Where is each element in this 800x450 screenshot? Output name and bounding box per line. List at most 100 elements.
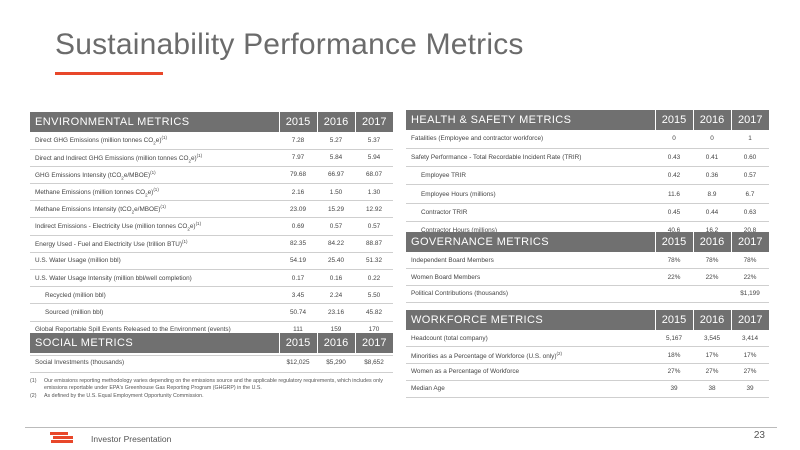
value-cell: 3,414 <box>731 330 769 348</box>
workforce-metrics-table: WORKFORCE METRICS 2015 2016 2017 Headcou… <box>406 310 769 398</box>
row-label: Methane Emissions Intensity (tCO2e/MBOE)… <box>30 200 279 219</box>
value-cell: $1,199 <box>731 285 769 303</box>
table-header: WORKFORCE METRICS 2015 2016 2017 <box>406 310 769 330</box>
row-label: Employee Hours (millions) <box>406 184 655 204</box>
table-row: Contractor TRIR 0.45 0.44 0.63 <box>406 203 769 222</box>
table-row: Indirect Emissions - Electricity Use (mi… <box>30 217 393 236</box>
table-row: GHG Emissions Intensity (tCO2e/MBOE)(1) 7… <box>30 166 393 185</box>
environmental-metrics-table: ENVIRONMENTAL METRICS 2015 2016 2017 Dir… <box>30 112 393 356</box>
value-cell: 51.32 <box>355 252 393 271</box>
year-header: 2016 <box>316 112 355 132</box>
value-cell: 0 <box>693 130 731 149</box>
value-cell: 0 <box>655 130 693 149</box>
row-label: Sourced (million bbl) <box>30 303 279 322</box>
value-cell: 23.09 <box>279 200 317 219</box>
row-label: Political Contributions (thousands) <box>406 285 655 303</box>
value-cell: 5.37 <box>355 132 393 150</box>
table-row: U.S. Water Usage Intensity (million bbl/… <box>30 269 393 288</box>
value-cell: 38 <box>693 380 731 398</box>
value-cell: 0.17 <box>279 269 317 288</box>
table-row: Women as a Percentage of Workforce 27% 27%… <box>406 363 769 381</box>
table-row: Social Investments (thousands) $12,025 $5,… <box>30 353 393 373</box>
footnote-text: Our emissions reporting methodology vari… <box>44 378 383 391</box>
value-cell: 27% <box>655 363 693 381</box>
row-label: Indirect Emissions - Electricity Use (mi… <box>30 217 279 236</box>
row-label: Employee TRIR <box>406 166 655 186</box>
row-label: Direct GHG Emissions (million tonnes CO2… <box>30 132 279 150</box>
value-cell: 1.50 <box>317 183 355 202</box>
value-cell: 0.57 <box>355 217 393 236</box>
value-cell: 8.9 <box>693 184 731 204</box>
value-cell: 7.28 <box>279 132 317 150</box>
footer-divider <box>25 427 777 428</box>
value-cell: 0.57 <box>731 166 769 186</box>
table-row: Safety Performance - Total Recordable In… <box>406 148 769 168</box>
page-number: 23 <box>753 430 765 441</box>
value-cell: 88.87 <box>355 235 393 253</box>
value-cell: 68.07 <box>355 166 393 185</box>
row-label: Energy Used - Fuel and Electricity Use (… <box>30 235 279 253</box>
governance-metrics-table: GOVERNANCE METRICS 2015 2016 2017 Indepe… <box>406 232 769 303</box>
row-label: Minorities as a Percentage of Workforce … <box>406 346 655 365</box>
value-cell: 5.94 <box>355 149 393 167</box>
year-header: 2016 <box>316 333 355 353</box>
social-metrics-table: SOCIAL METRICS 2015 2016 2017 Social Inv… <box>30 333 393 373</box>
value-cell: 12.92 <box>355 200 393 219</box>
table-row: Women Board Members 22% 22% 22% <box>406 268 769 287</box>
value-cell: $5,290 <box>317 353 355 373</box>
value-cell: 1.30 <box>355 183 393 202</box>
value-cell: 1 <box>731 130 769 149</box>
value-cell: 3,545 <box>693 330 731 348</box>
value-cell: 50.74 <box>279 303 317 322</box>
row-label: Contractor TRIR <box>406 203 655 222</box>
year-header: 2015 <box>654 110 693 130</box>
row-label: Direct and Indirect GHG Emissions (milli… <box>30 149 279 167</box>
value-cell: 25.40 <box>317 252 355 271</box>
value-cell: 84.22 <box>317 235 355 253</box>
table-row: Energy Used - Fuel and Electricity Use (… <box>30 235 393 253</box>
table-header: ENVIRONMENTAL METRICS 2015 2016 2017 <box>30 112 393 132</box>
value-cell: 22% <box>731 268 769 287</box>
footer-label: Investor Presentation <box>91 434 172 444</box>
value-cell: 66.97 <box>317 166 355 185</box>
row-label: U.S. Water Usage Intensity (million bbl/… <box>30 269 279 288</box>
value-cell: 0.44 <box>693 203 731 222</box>
year-header: 2016 <box>692 110 731 130</box>
value-cell: 22% <box>693 268 731 287</box>
table-row: Employee TRIR 0.42 0.36 0.57 <box>406 166 769 186</box>
value-cell: 0.69 <box>279 217 317 236</box>
year-header: 2017 <box>730 232 769 252</box>
value-cell: 2.16 <box>279 183 317 202</box>
table-row: Independent Board Members 78% 78% 78% <box>406 252 769 270</box>
table-row: Recycled (million bbl) 3.45 2.24 5.50 <box>30 286 393 305</box>
value-cell: $12,025 <box>279 353 317 373</box>
value-cell: 15.29 <box>317 200 355 219</box>
value-cell: 0.63 <box>731 203 769 222</box>
value-cell: 78% <box>655 252 693 270</box>
table-row: Fatalities (Employee and contractor work… <box>406 130 769 149</box>
value-cell: 39 <box>731 380 769 398</box>
table-row: Minorities as a Percentage of Workforce … <box>406 346 769 365</box>
company-logo-icon <box>50 432 74 446</box>
value-cell: 5.50 <box>355 286 393 305</box>
value-cell: 5.84 <box>317 149 355 167</box>
footnote: (1) Our emissions reporting methodology … <box>30 378 390 392</box>
row-label: Headcount (total company) <box>406 330 655 348</box>
value-cell: 82.35 <box>279 235 317 253</box>
row-label: Median Age <box>406 380 655 398</box>
year-header: 2016 <box>692 310 731 330</box>
value-cell: 5.27 <box>317 132 355 150</box>
table-row: Methane Emissions (million tonnes CO2e)(… <box>30 183 393 202</box>
value-cell: 3.45 <box>279 286 317 305</box>
row-label: Safety Performance - Total Recordable In… <box>406 148 655 168</box>
table-row: Headcount (total company) 5,167 3,545 3,414 <box>406 330 769 348</box>
value-cell: 18% <box>655 346 693 365</box>
year-header: 2017 <box>354 112 393 132</box>
value-cell: 0.22 <box>355 269 393 288</box>
row-label: Women as a Percentage of Workforce <box>406 363 655 381</box>
table-row: Sourced (million bbl) 50.74 23.16 45.82 <box>30 303 393 322</box>
value-cell: 0.45 <box>655 203 693 222</box>
row-label: Fatalities (Employee and contractor work… <box>406 130 655 149</box>
value-cell: 11.6 <box>655 184 693 204</box>
footnotes: (1) Our emissions reporting methodology … <box>30 378 390 401</box>
